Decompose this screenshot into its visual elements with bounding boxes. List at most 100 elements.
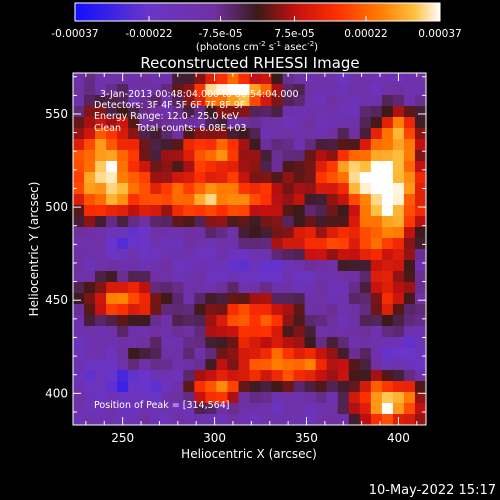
heatmap-cell	[139, 95, 151, 107]
heatmap-cell	[84, 304, 96, 316]
heatmap-cell	[392, 249, 405, 261]
heatmap-cell	[293, 249, 306, 261]
heatmap-cell	[337, 337, 350, 349]
heatmap-cell	[381, 249, 394, 261]
heatmap-cell	[249, 260, 261, 272]
heatmap-cell	[271, 381, 283, 393]
heatmap-cell	[370, 359, 383, 371]
heatmap-cell	[348, 403, 361, 415]
heatmap-cell	[359, 348, 372, 360]
heatmap-cell	[84, 260, 96, 272]
heatmap-cell	[95, 205, 107, 217]
heatmap-cell	[403, 370, 416, 382]
heatmap-cell	[348, 326, 361, 338]
heatmap-cell	[150, 260, 162, 272]
heatmap-cell	[337, 238, 350, 250]
heatmap-cell	[95, 216, 107, 228]
heatmap-cell	[150, 381, 162, 393]
heatmap-cell	[315, 73, 328, 85]
heatmap-cell	[183, 260, 195, 272]
heatmap-cell	[150, 95, 162, 107]
heatmap-cell	[139, 293, 151, 305]
heatmap-cell	[392, 260, 405, 272]
heatmap-cell	[117, 150, 129, 162]
heatmap-cell	[205, 326, 217, 338]
heatmap-cell	[106, 73, 118, 85]
heatmap-cell	[359, 392, 372, 404]
heatmap-cell	[84, 315, 96, 327]
heatmap-cell	[403, 238, 416, 250]
heatmap-cell	[117, 337, 129, 349]
heatmap-cell	[73, 150, 85, 162]
heatmap-cell	[216, 73, 228, 85]
heatmap-cell	[95, 106, 107, 118]
heatmap-cell	[271, 293, 283, 305]
heatmap-cell	[238, 249, 250, 261]
heatmap-cell	[370, 117, 383, 129]
heatmap-cell	[282, 260, 295, 272]
heatmap-cell	[238, 117, 250, 129]
heatmap-cell	[326, 84, 339, 96]
heatmap-cell	[403, 381, 416, 393]
heatmap-cell	[150, 161, 162, 173]
heatmap-cell	[128, 381, 140, 393]
heatmap-cell	[403, 326, 416, 338]
heatmap-cell	[348, 359, 361, 371]
heatmap-cell	[106, 227, 118, 239]
heatmap-cell	[227, 172, 239, 184]
heatmap-cell	[84, 238, 96, 250]
heatmap-cell	[348, 282, 361, 294]
heatmap-cell	[304, 227, 317, 239]
heatmap-cell	[348, 139, 361, 151]
heatmap-cell	[293, 128, 306, 140]
heatmap-cell	[293, 216, 306, 228]
heatmap-cell	[227, 128, 239, 140]
heatmap-cell	[370, 95, 383, 107]
heatmap-cell	[161, 172, 173, 184]
heatmap-cell	[73, 238, 85, 250]
heatmap-cell	[172, 370, 184, 382]
heatmap-cell	[282, 304, 295, 316]
colorbar	[74, 2, 441, 22]
heatmap-cell	[392, 403, 405, 415]
heatmap-cell	[139, 260, 151, 272]
heatmap-cell	[337, 392, 350, 404]
heatmap-cell	[414, 95, 427, 107]
heatmap-cell	[95, 172, 107, 184]
heatmap-cell	[370, 414, 383, 426]
heatmap-cell	[139, 161, 151, 173]
heatmap-cell	[238, 238, 250, 250]
heatmap-cell	[381, 414, 394, 426]
heatmap-cell	[183, 172, 195, 184]
heatmap-cell	[260, 238, 272, 250]
heatmap-cell	[403, 84, 416, 96]
heatmap-cell	[194, 216, 206, 228]
heatmap-cell	[326, 216, 339, 228]
heatmap-cell	[95, 359, 107, 371]
heatmap-cell	[95, 370, 107, 382]
heatmap-cell	[414, 216, 427, 228]
heatmap-cell	[348, 249, 361, 261]
heatmap-cell	[359, 403, 372, 415]
heatmap-cell	[84, 216, 96, 228]
heatmap-cell	[205, 128, 217, 140]
heatmap-cell	[117, 161, 129, 173]
heatmap-cell	[249, 315, 261, 327]
heatmap-cell	[315, 359, 328, 371]
heatmap-cell	[117, 403, 129, 415]
heatmap-cell	[95, 238, 107, 250]
heatmap-cell	[282, 139, 295, 151]
heatmap-cell	[161, 315, 173, 327]
heatmap-cell	[282, 282, 295, 294]
axis-ticks: 250 300 350 400 400 450 500 550	[45, 73, 426, 445]
heatmap-cell	[183, 304, 195, 316]
heatmap-cell	[117, 183, 129, 195]
heatmap-cell	[293, 403, 306, 415]
heatmap-cell	[403, 315, 416, 327]
heatmap-cell	[304, 128, 317, 140]
heatmap-cell	[161, 359, 173, 371]
heatmap-cell	[271, 271, 283, 283]
colorbar-tick-label: 7.5e-05	[274, 28, 314, 40]
heatmap-cell	[205, 238, 217, 250]
heatmap-cell	[183, 183, 195, 195]
